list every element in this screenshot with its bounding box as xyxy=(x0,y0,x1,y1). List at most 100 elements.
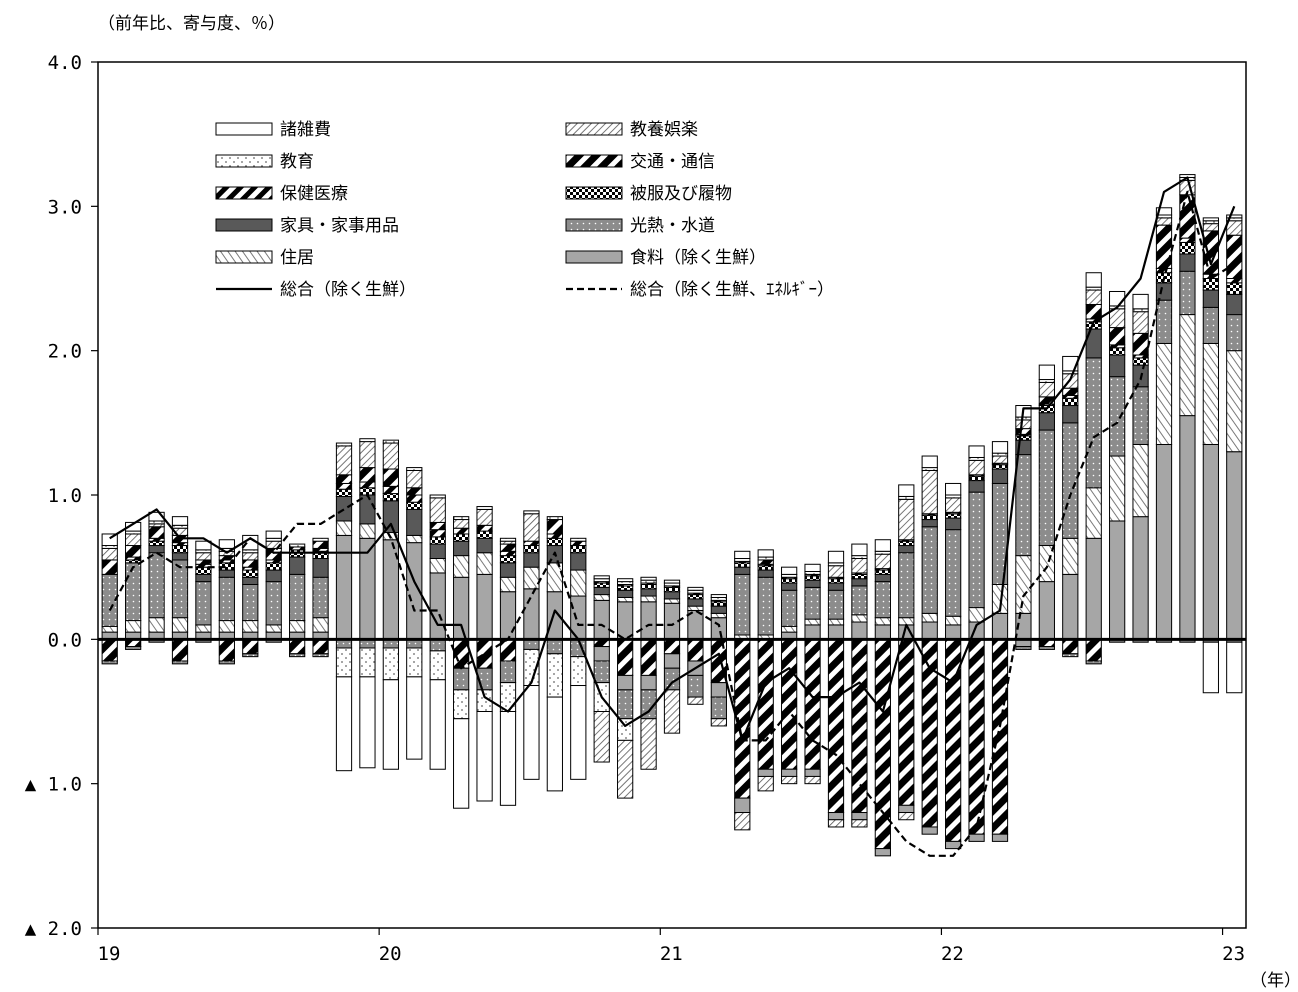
bar-segment-culture xyxy=(1202,223,1219,232)
bar-segment-transport xyxy=(359,467,376,483)
bar-segment-transport xyxy=(312,540,329,549)
bar-segment-clothing xyxy=(781,578,798,584)
bar-segment-neg-transport xyxy=(851,638,868,814)
bar-segment-misc xyxy=(1202,217,1219,222)
bar-segment-furniture xyxy=(242,576,259,585)
bar-segment-housing xyxy=(1109,455,1126,522)
bar-segment-clothing xyxy=(546,537,563,547)
bar-segment-neg-culture xyxy=(757,775,774,792)
bar-segment-utilities xyxy=(1155,299,1173,344)
bar-segment-misc xyxy=(593,575,610,580)
bar-segment-furniture xyxy=(171,552,189,561)
bar-segment-furniture xyxy=(851,578,868,587)
bar-segment-neg-transport xyxy=(827,638,845,814)
bar-segment-neg-education xyxy=(570,656,587,687)
bar-segment-clothing xyxy=(1015,435,1032,441)
bar-segment-utilities xyxy=(1132,386,1149,445)
bar-segment-utilities xyxy=(1085,357,1102,489)
bar-segment-misc xyxy=(945,482,962,496)
bar-segment-transport xyxy=(382,468,399,487)
bar-segment-housing xyxy=(968,607,985,623)
bar-segment-furniture xyxy=(499,562,517,578)
bar-segment-food xyxy=(593,599,610,640)
bar-segment-clothing xyxy=(921,514,938,521)
bar-segment-transport xyxy=(125,545,142,558)
bar-segment-furniture xyxy=(1202,289,1219,308)
bar-segment-clothing xyxy=(429,536,446,545)
bar-segment-misc xyxy=(1109,290,1126,307)
bar-segment-culture xyxy=(335,445,353,476)
bar-segment-housing xyxy=(1155,342,1173,445)
bar-segment-neg-food xyxy=(874,848,891,857)
bar-segment-neg-misc xyxy=(406,676,423,760)
bar-segment-education xyxy=(335,442,353,447)
bar-segment-food xyxy=(1155,443,1173,640)
bar-segment-culture xyxy=(968,459,985,476)
bar-segment-food xyxy=(523,588,540,640)
bar-segment-food xyxy=(921,621,938,640)
bar-segment-neg-utilities xyxy=(242,653,259,658)
bar-segment-utilities xyxy=(1226,314,1243,352)
bar-segment-neg-transport xyxy=(289,638,306,655)
bar-segment-neg-utilities xyxy=(617,689,634,720)
bar-segment-clothing xyxy=(171,545,189,554)
bar-segment-misc xyxy=(991,441,1009,454)
bar-segment-education xyxy=(359,438,376,443)
bar-segment-neg-food xyxy=(757,768,774,777)
bar-segment-neg-transport xyxy=(781,638,798,770)
bar-segment-neg-misc xyxy=(523,685,540,780)
bar-segment-neg-utilities xyxy=(218,660,235,665)
bar-segment-medical xyxy=(359,481,376,489)
bar-segment-furniture xyxy=(781,582,798,591)
bar-segment-culture xyxy=(921,469,938,515)
bar-segment-neg-transport xyxy=(617,638,634,676)
bar-segment-misc xyxy=(663,579,681,584)
bar-segment-utilities xyxy=(757,576,774,636)
bar-segment-neg-utilities xyxy=(125,646,142,650)
x-tick-label: 22 xyxy=(941,943,964,965)
bar-segment-furniture xyxy=(1038,412,1055,431)
bar-segment-clothing xyxy=(1226,282,1243,295)
x-tick-label: 21 xyxy=(660,943,683,965)
bar-segment-food xyxy=(640,601,657,640)
legend-swatch-medical xyxy=(215,186,273,200)
bar-segment-neg-misc xyxy=(476,711,493,802)
bar-segment-culture xyxy=(453,519,470,529)
bar-segment-neg-transport xyxy=(1085,638,1102,662)
bar-segment-furniture xyxy=(289,556,306,575)
bar-segment-misc xyxy=(125,521,142,532)
bar-segment-neg-utilities xyxy=(1085,660,1102,665)
x-tick-label: 19 xyxy=(98,943,121,965)
bar-segment-medical xyxy=(499,550,517,557)
bar-segment-housing xyxy=(406,534,423,544)
legend-label: 食料（除く生鮮） xyxy=(630,248,766,268)
bar-segment-furniture xyxy=(617,589,634,598)
bar-segment-housing xyxy=(499,576,517,593)
bar-segment-neg-misc xyxy=(1226,641,1243,694)
bar-segment-clothing xyxy=(1109,347,1126,356)
bar-segment-food xyxy=(945,624,962,640)
bar-segment-misc xyxy=(640,576,657,581)
bar-segment-culture xyxy=(125,533,142,547)
bar-segment-neg-education xyxy=(335,647,353,678)
bar-segment-clothing xyxy=(640,583,657,590)
bar-segment-neg-misc xyxy=(1202,641,1219,694)
bar-segment-housing xyxy=(1132,443,1149,518)
bar-segment-neg-food xyxy=(710,682,727,698)
bar-segment-housing xyxy=(101,625,118,633)
bar-segment-housing xyxy=(851,614,868,623)
bar-segment-food xyxy=(851,621,868,640)
bar-segment-neg-utilities xyxy=(1015,646,1032,650)
bar-segment-housing xyxy=(125,620,142,633)
bar-segment-furniture xyxy=(827,582,845,591)
bar-segment-housing xyxy=(523,566,540,590)
bar-segment-housing xyxy=(663,598,681,604)
line-dashed xyxy=(108,190,1235,857)
bar-segment-medical xyxy=(406,494,423,503)
bar-segment-culture xyxy=(945,497,962,513)
bar-segment-utilities xyxy=(289,573,306,622)
bar-segment-utilities xyxy=(898,552,915,619)
bar-segment-neg-food xyxy=(921,826,938,835)
bar-segment-transport xyxy=(406,487,423,496)
bar-segment-furniture xyxy=(991,468,1009,484)
